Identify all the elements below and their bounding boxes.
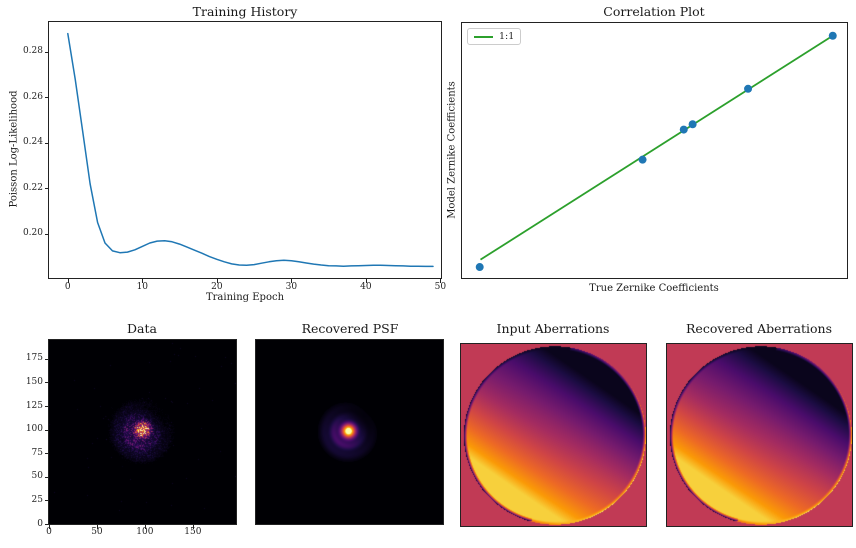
- x-tick-label: 50: [434, 282, 447, 292]
- correlation-plot-title: Correlation Plot: [603, 4, 705, 19]
- x-tick-label: 20: [211, 282, 223, 292]
- legend-label: 1:1: [499, 31, 515, 42]
- tick-mark: [67, 279, 69, 283]
- x-tick-label: 0: [64, 282, 71, 292]
- tick-mark: [96, 525, 98, 529]
- training-history-xlabel: Training Epoch: [205, 292, 285, 303]
- x-tick-label: 0: [46, 527, 52, 537]
- tick-mark: [291, 279, 293, 283]
- recovered-aberrations-image: [667, 344, 852, 526]
- tick-mark: [45, 233, 49, 235]
- y-tick-label: 0.24: [22, 137, 43, 148]
- correlation-plot: [475, 31, 837, 272]
- tick-mark: [45, 453, 49, 455]
- tick-mark: [144, 525, 146, 529]
- tick-mark: [45, 406, 49, 408]
- data-psf-image: [49, 340, 236, 524]
- x-tick-label: 30: [285, 282, 298, 292]
- tick-mark: [365, 279, 367, 283]
- tick-mark: [45, 51, 49, 53]
- data-panel-title: Data: [127, 321, 157, 336]
- correlation-plot-axes: [461, 22, 848, 279]
- training-history-axes: [48, 21, 442, 279]
- tick-mark: [142, 279, 144, 283]
- y-tick-label: 75: [31, 447, 43, 458]
- tick-mark: [45, 97, 49, 99]
- tick-mark: [440, 279, 442, 283]
- tick-mark: [216, 279, 218, 283]
- x-tick-label: 100: [136, 527, 154, 537]
- training-history-title: Training History: [192, 4, 298, 19]
- y-tick-label: 175: [25, 353, 43, 364]
- y-tick-label: 0.20: [22, 228, 43, 239]
- tick-mark: [45, 524, 49, 525]
- x-tick-label: 10: [136, 282, 149, 292]
- tick-mark: [45, 500, 49, 502]
- recovered-psf-title: Recovered PSF: [301, 321, 399, 336]
- y-tick-label: 0.26: [22, 91, 43, 102]
- tick-mark: [45, 382, 49, 384]
- input-aberrations-title: Input Aberrations: [496, 321, 610, 336]
- y-tick-label: 0.28: [22, 46, 43, 57]
- tick-mark: [45, 358, 49, 360]
- x-tick-label: 150: [184, 527, 202, 537]
- x-tick-label: 50: [91, 527, 103, 537]
- y-tick-label: 100: [25, 424, 43, 435]
- correlation-plot-ylabel: Model Zernike Coefficients: [446, 81, 458, 219]
- recovered-aberrations-title: Recovered Aberrations: [686, 321, 832, 336]
- y-tick-label: 25: [31, 494, 43, 505]
- training-history-plot: [67, 32, 434, 268]
- y-tick-label: 0: [37, 518, 43, 529]
- tick-mark: [49, 525, 50, 529]
- tick-mark: [45, 188, 49, 190]
- tick-mark: [192, 525, 194, 529]
- x-tick-label: 40: [360, 282, 372, 292]
- legend: 1:1: [467, 28, 522, 45]
- recovered-psf-image: [256, 340, 443, 524]
- y-tick-label: 150: [25, 376, 43, 387]
- y-tick-label: 125: [25, 400, 43, 411]
- y-tick-label: 0.22: [22, 182, 43, 193]
- tick-mark: [45, 476, 49, 478]
- correlation-plot-xlabel: True Zernike Coefficients: [589, 283, 719, 294]
- input-aberrations-image: [461, 344, 646, 526]
- tick-mark: [45, 142, 49, 144]
- y-tick-label: 50: [31, 471, 43, 482]
- identity-line-swatch: [474, 35, 493, 38]
- tick-mark: [45, 429, 49, 431]
